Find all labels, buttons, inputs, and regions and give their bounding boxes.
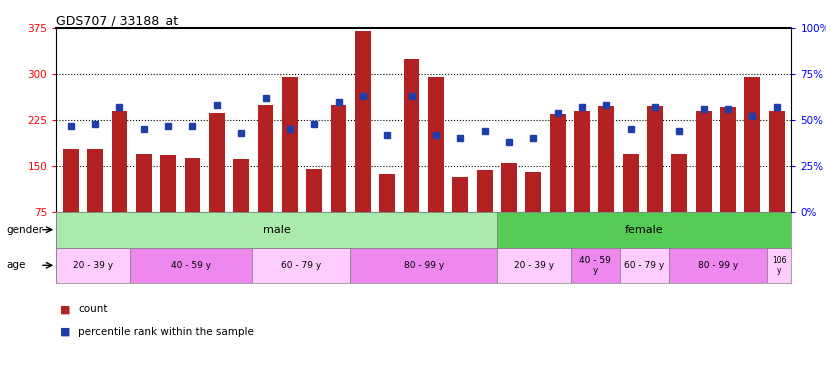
Bar bbox=[258, 105, 273, 212]
Bar bbox=[130, 248, 252, 283]
Bar bbox=[769, 111, 785, 212]
Bar bbox=[184, 158, 201, 212]
Bar bbox=[477, 170, 492, 212]
Bar bbox=[574, 111, 590, 212]
Text: male: male bbox=[263, 225, 291, 235]
Bar bbox=[767, 248, 791, 283]
Text: 60 - 79 y: 60 - 79 y bbox=[624, 261, 664, 270]
Bar bbox=[63, 149, 78, 212]
Text: 80 - 99 y: 80 - 99 y bbox=[404, 261, 444, 270]
Bar bbox=[598, 106, 615, 212]
Bar bbox=[330, 105, 346, 212]
Bar bbox=[497, 248, 571, 283]
Bar bbox=[453, 177, 468, 212]
Text: 20 - 39 y: 20 - 39 y bbox=[514, 261, 554, 270]
Text: 20 - 39 y: 20 - 39 y bbox=[73, 261, 113, 270]
Bar bbox=[669, 248, 767, 283]
Bar bbox=[209, 112, 225, 212]
Text: 40 - 59
y: 40 - 59 y bbox=[579, 256, 611, 275]
Bar bbox=[56, 248, 130, 283]
Bar bbox=[571, 248, 620, 283]
Bar bbox=[525, 172, 541, 212]
Text: ■: ■ bbox=[60, 304, 71, 314]
Bar bbox=[501, 163, 517, 212]
Bar bbox=[497, 212, 791, 248]
Bar bbox=[672, 154, 687, 212]
Bar bbox=[282, 77, 297, 212]
Bar bbox=[355, 31, 371, 212]
Text: GDS707 / 33188_at: GDS707 / 33188_at bbox=[56, 14, 178, 27]
Bar bbox=[306, 169, 322, 212]
Bar bbox=[744, 77, 760, 212]
Bar bbox=[550, 114, 566, 212]
Text: ■: ■ bbox=[60, 327, 71, 337]
Text: 106
y: 106 y bbox=[771, 256, 786, 275]
Bar bbox=[252, 248, 350, 283]
Text: 40 - 59 y: 40 - 59 y bbox=[171, 261, 211, 270]
Bar bbox=[428, 77, 444, 212]
Bar bbox=[379, 174, 395, 212]
Bar bbox=[623, 154, 638, 212]
Bar bbox=[160, 155, 176, 212]
Bar bbox=[620, 248, 669, 283]
Text: 80 - 99 y: 80 - 99 y bbox=[698, 261, 738, 270]
Bar bbox=[56, 212, 497, 248]
Text: female: female bbox=[625, 225, 663, 235]
Bar bbox=[233, 159, 249, 212]
Bar bbox=[720, 106, 736, 212]
Bar bbox=[112, 111, 127, 212]
Text: age: age bbox=[6, 260, 26, 270]
Text: percentile rank within the sample: percentile rank within the sample bbox=[78, 327, 254, 337]
Text: 60 - 79 y: 60 - 79 y bbox=[281, 261, 321, 270]
Bar bbox=[647, 106, 663, 212]
Text: count: count bbox=[78, 304, 108, 314]
Text: gender: gender bbox=[6, 225, 43, 235]
Bar bbox=[695, 111, 711, 212]
Bar bbox=[404, 59, 420, 212]
Bar bbox=[136, 154, 152, 212]
Bar bbox=[88, 149, 103, 212]
Bar bbox=[350, 248, 497, 283]
